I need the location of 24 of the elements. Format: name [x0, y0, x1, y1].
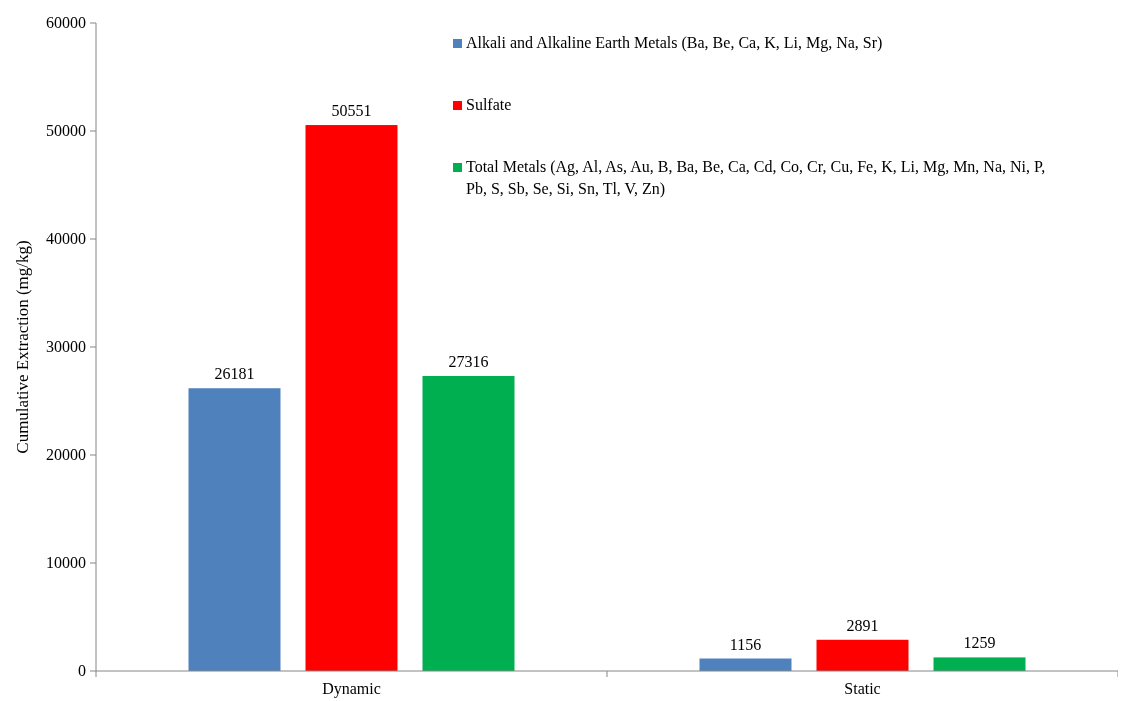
- data-label: 26181: [214, 365, 255, 383]
- y-tick-label: 0: [78, 662, 86, 679]
- y-tick-label: 10000: [46, 554, 86, 571]
- legend-label: Total Metals (Ag, Al, As, Au, B, Ba, Be, Ca, Cd, Co, Cr, Cu, Fe, K, Li, Mg, Mn, Na, Ni, P, Pb, S, Sb, Se, Si, Sn, Tl, V, Zn): [466, 158, 1046, 198]
- bar: [188, 388, 281, 671]
- y-tick-label: 40000: [46, 230, 86, 247]
- y-axis-title: Cumulative Extraction (mg/kg): [13, 240, 32, 454]
- y-tick-label: 60000: [46, 14, 86, 31]
- data-label: 50551: [331, 102, 372, 120]
- data-label: 27316: [448, 352, 489, 370]
- data-label: 1259: [963, 634, 996, 652]
- bar: [305, 125, 398, 671]
- data-label: 2891: [846, 616, 879, 634]
- y-tick-label: 20000: [46, 446, 86, 463]
- bar: [933, 657, 1026, 671]
- bar: [422, 375, 515, 671]
- legend-label: Alkali and Alkaline Earth Metals (Ba, Be, Ca, K, Li, Mg, Na, Sr): [466, 34, 883, 52]
- x-tick-label: Dynamic: [322, 680, 381, 698]
- y-tick-label: 30000: [46, 338, 86, 355]
- bar: [816, 639, 909, 671]
- data-label: 1156: [729, 635, 762, 653]
- y-tick-label: 50000: [46, 122, 86, 139]
- x-tick-label: Static: [844, 680, 881, 697]
- legend-label: Sulfate: [466, 96, 512, 113]
